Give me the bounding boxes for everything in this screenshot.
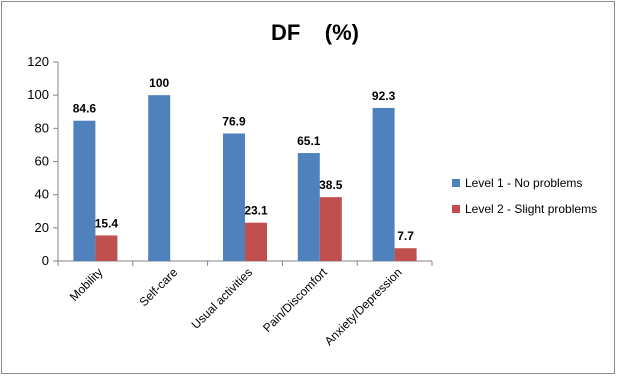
legend-swatch xyxy=(452,179,460,187)
category-label: Mobility xyxy=(67,265,106,304)
bars xyxy=(73,95,417,262)
category-label: Self-care xyxy=(136,265,180,309)
y-tick-label: 20 xyxy=(35,220,49,235)
bar-level-1 xyxy=(73,120,96,261)
y-tick-label: 120 xyxy=(27,54,49,69)
bar-level-2 xyxy=(394,248,417,261)
bar-level-1 xyxy=(372,107,395,261)
y-tick-label: 0 xyxy=(42,253,49,268)
y-tick-label: 100 xyxy=(27,87,49,102)
y-tick-label: 80 xyxy=(35,120,49,135)
data-label: 23.1 xyxy=(244,204,268,218)
data-labels: 84.6 15.4 100 76.9 23.1 65.1 38.5 92.3 7.7 xyxy=(73,76,415,243)
legend-swatch xyxy=(452,205,460,213)
category-label: Usual activities xyxy=(189,265,255,331)
bar-level-2 xyxy=(319,197,342,261)
bar-level-1 xyxy=(297,153,320,261)
y-tick-label: 40 xyxy=(35,187,49,202)
data-label: 100 xyxy=(149,76,169,90)
data-label: 84.6 xyxy=(73,102,97,116)
legend-label: Level 1 - No problems xyxy=(465,176,582,190)
data-label: 38.5 xyxy=(319,178,343,192)
category-label: Anxiety/Depression xyxy=(322,265,405,348)
bar-level-1 xyxy=(223,133,245,261)
legend: Level 1 - No problems Level 2 - Slight pr… xyxy=(452,176,597,216)
legend-label: Level 2 - Slight problems xyxy=(465,202,597,216)
bar-level-1 xyxy=(148,95,171,262)
data-label: 7.7 xyxy=(397,229,414,243)
data-label: 76.9 xyxy=(222,114,246,128)
y-tick-label: 60 xyxy=(35,154,49,169)
data-label: 92.3 xyxy=(372,89,396,103)
bar-level-2 xyxy=(245,222,267,261)
bar-level-2 xyxy=(95,235,118,261)
category-label: Pain/Discomfort xyxy=(260,265,330,335)
data-label: 15.4 xyxy=(95,216,119,230)
chart-title: DF (%) xyxy=(271,20,359,45)
data-label: 65.1 xyxy=(297,134,321,148)
